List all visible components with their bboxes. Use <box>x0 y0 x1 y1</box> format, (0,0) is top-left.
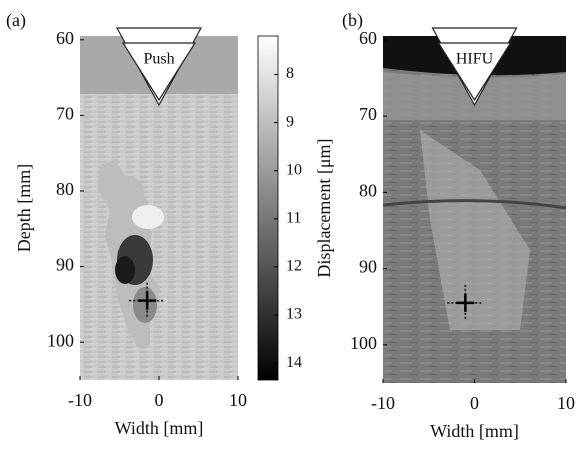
x-axis-label: Width [mm] <box>115 418 204 438</box>
colorbar <box>257 35 279 381</box>
x-tick-label: 0 <box>155 390 164 410</box>
photo-image <box>383 36 566 383</box>
y-axis-label: Depth [mm] <box>14 164 34 252</box>
colorbar-tick-label: 13 <box>286 306 302 323</box>
x-axis-label: Width [mm] <box>430 421 519 441</box>
y-tick-label: 100 <box>350 333 377 353</box>
panel-label: (b) <box>342 10 363 31</box>
transducer <box>121 42 197 102</box>
x-tick-label: 10 <box>229 390 247 410</box>
colorbar-tick-label: 12 <box>286 258 302 275</box>
colorbar-tick-label: 10 <box>286 161 302 178</box>
panel-label: (a) <box>6 10 26 31</box>
y-tick-label: 80 <box>359 180 377 200</box>
y-tick-label: 60 <box>359 28 377 48</box>
focus-marker <box>447 284 484 321</box>
y-tick-label: 90 <box>359 257 377 277</box>
y-tick-label: 60 <box>56 28 74 48</box>
colorbar-tick-label: 8 <box>286 65 294 82</box>
y-tick-label: 70 <box>56 104 74 124</box>
transducer-label: HIFU <box>456 51 494 68</box>
colorbar-tick-label: 11 <box>286 209 301 226</box>
colorbar-tick-label: 9 <box>286 113 294 130</box>
x-tick-label: -10 <box>371 393 395 413</box>
y-tick-label: 100 <box>47 330 74 350</box>
transducer-label: Push <box>143 51 174 68</box>
colorbar-tick-label: 14 <box>286 354 302 371</box>
x-tick-label: 0 <box>470 393 479 413</box>
transducer <box>437 42 512 102</box>
y-tick-label: 80 <box>56 179 74 199</box>
focus-marker <box>129 282 166 319</box>
x-tick-label: -10 <box>68 390 92 410</box>
colorbar-label: Displacement [μm] <box>314 138 334 277</box>
y-tick-label: 70 <box>359 104 377 124</box>
y-tick-label: 90 <box>56 255 74 275</box>
x-tick-label: 10 <box>557 393 575 413</box>
